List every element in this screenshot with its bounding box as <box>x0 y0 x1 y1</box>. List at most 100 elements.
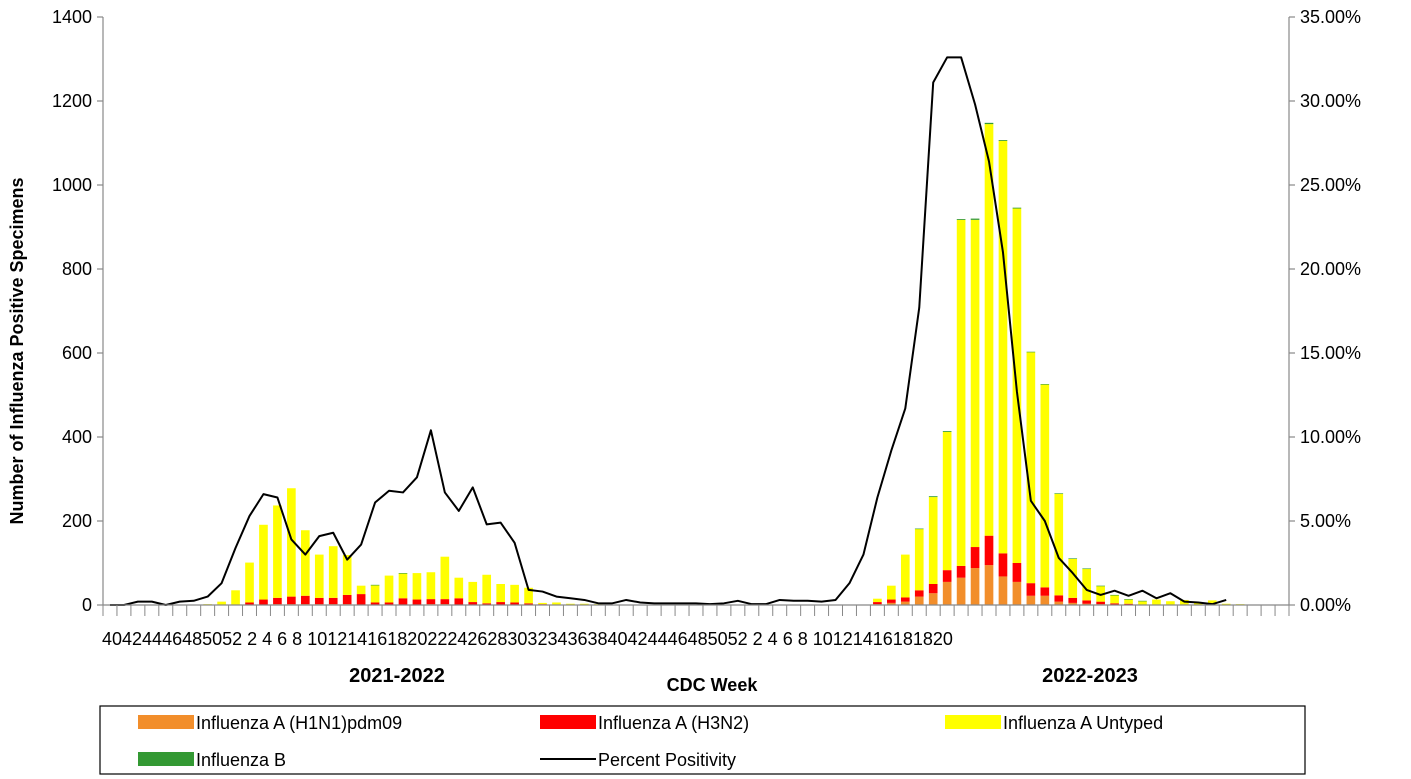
bar-segment-2 <box>984 124 994 536</box>
bar-segment-1 <box>370 602 380 605</box>
percent-positivity-line-group <box>109 56 1227 606</box>
bar-segment-1 <box>328 597 338 605</box>
bar-segment-1 <box>998 553 1008 577</box>
bar-segment-1 <box>454 598 464 605</box>
bar-segment-2 <box>580 603 589 605</box>
bar-segment-1 <box>928 584 938 594</box>
bar-segment-1 <box>273 597 282 605</box>
bar-segment-2 <box>1054 493 1064 596</box>
legend-label-h3n2: Influenza A (H3N2) <box>598 713 749 733</box>
bar-segment-2 <box>231 590 240 605</box>
bar-segment-1 <box>887 599 896 603</box>
legend-swatch-influenza-b <box>138 752 194 766</box>
y-tick-label: 200 <box>62 511 92 531</box>
legend-swatch-h3n2 <box>540 715 596 729</box>
bar-segment-1 <box>914 590 924 597</box>
bar-segment-1 <box>300 595 310 605</box>
y-tick-label: 400 <box>62 427 92 447</box>
bar-segment-2 <box>538 602 547 605</box>
bar-segment-2 <box>245 562 254 603</box>
bar-segment-1 <box>524 603 533 605</box>
bar-segment-3 <box>398 573 408 574</box>
bar-segment-1 <box>1110 603 1119 605</box>
season-label-2: 2022-2023 <box>1042 665 1138 687</box>
y2-tick-label: 35.00% <box>1300 7 1361 27</box>
legend-item-h3n2: Influenza A (H3N2) <box>540 713 749 733</box>
bar-segment-2 <box>873 598 882 603</box>
bar-segment-2 <box>566 603 575 605</box>
bar-segment-1 <box>956 565 966 578</box>
bar-segment-2 <box>370 585 380 603</box>
bar-segment-3 <box>1096 585 1105 587</box>
bar-segment-1 <box>970 547 980 569</box>
bar-segment-0 <box>984 565 994 605</box>
bar-segment-2 <box>1193 602 1203 605</box>
bar-segment-2 <box>1138 601 1147 605</box>
bar-segment-1 <box>1040 587 1050 596</box>
bar-segment-1 <box>1068 597 1078 603</box>
y-tick-label: 800 <box>62 259 92 279</box>
y-axis-title: Number of Influenza Positive Specimens <box>7 177 27 524</box>
bar-segment-2 <box>426 572 436 600</box>
y2-tick-label: 5.00% <box>1300 511 1351 531</box>
bar-segment-1 <box>384 602 394 605</box>
bar-segment-1 <box>245 602 254 605</box>
bar-segment-3 <box>1026 351 1036 353</box>
y-tick-label: 1200 <box>52 91 92 111</box>
bar-segment-2 <box>259 524 268 600</box>
bar-segment-0 <box>900 601 910 605</box>
legend-item-influenza-b: Influenza B <box>138 750 286 770</box>
legend-label-h1n1: Influenza A (H1N1)pdm09 <box>196 713 402 733</box>
bar-segment-3 <box>970 218 980 220</box>
bar-segment-1 <box>1082 600 1092 604</box>
bar-segment-1 <box>259 599 268 605</box>
bar-segment-1 <box>1124 603 1133 605</box>
bar-segment-1 <box>468 602 478 605</box>
bar-segment-2 <box>998 140 1008 554</box>
bar-segment-2 <box>510 584 519 603</box>
bar-segment-3 <box>1110 594 1119 596</box>
bar-segment-2 <box>1221 603 1231 605</box>
bar-segment-2 <box>468 581 478 603</box>
season-label-1: 2021-2022 <box>349 665 445 687</box>
bar-segment-0 <box>887 602 896 605</box>
legend-label-influenza-b: Influenza B <box>196 750 286 770</box>
x-axis-ticks: 40424446485052 2 4 6 8 10121416182022242… <box>102 629 953 649</box>
bar-segment-1 <box>1054 595 1064 602</box>
bar-segment-1 <box>342 594 352 605</box>
percent-positivity-line <box>109 56 1227 606</box>
bar-segment-1 <box>287 596 296 605</box>
bar-segment-3 <box>1124 599 1133 600</box>
y2-tick-label: 30.00% <box>1300 91 1361 111</box>
bar-segment-2 <box>412 573 422 600</box>
axes-group: 0 200 400 600 800 1000 1200 1400 0.00% 5.00% 10.00… <box>52 7 1361 616</box>
bar-segment-2 <box>1082 568 1092 601</box>
bar-segment-2 <box>287 488 296 597</box>
y2-tick-label: 0.00% <box>1300 595 1351 615</box>
y-tick-label: 600 <box>62 343 92 363</box>
legend-label-untyped: Influenza A Untyped <box>1003 713 1163 733</box>
bar-segment-2 <box>970 219 980 548</box>
bar-segment-2 <box>273 505 282 598</box>
legend-swatch-h1n1 <box>138 715 194 729</box>
bar-segment-2 <box>942 431 952 571</box>
bar-series-group <box>203 122 1259 606</box>
bar-segment-1 <box>1012 563 1022 582</box>
bar-segment-1 <box>496 602 505 605</box>
bar-segment-2 <box>1207 600 1217 605</box>
legend-swatch-untyped <box>945 715 1001 729</box>
bar-segment-2 <box>384 575 394 603</box>
bar-segment-2 <box>914 528 924 591</box>
bar-segment-1 <box>510 602 519 605</box>
bar-segment-2 <box>887 585 896 600</box>
bar-segment-2 <box>217 601 226 605</box>
bar-segment-3 <box>956 219 966 220</box>
bar-segment-1 <box>440 599 450 605</box>
bar-segment-2 <box>900 554 910 598</box>
bar-segment-0 <box>970 568 980 605</box>
bar-segment-2 <box>314 554 324 598</box>
bar-segment-1 <box>314 597 324 605</box>
bar-segment-2 <box>552 602 561 605</box>
y-tick-label: 1400 <box>52 7 92 27</box>
